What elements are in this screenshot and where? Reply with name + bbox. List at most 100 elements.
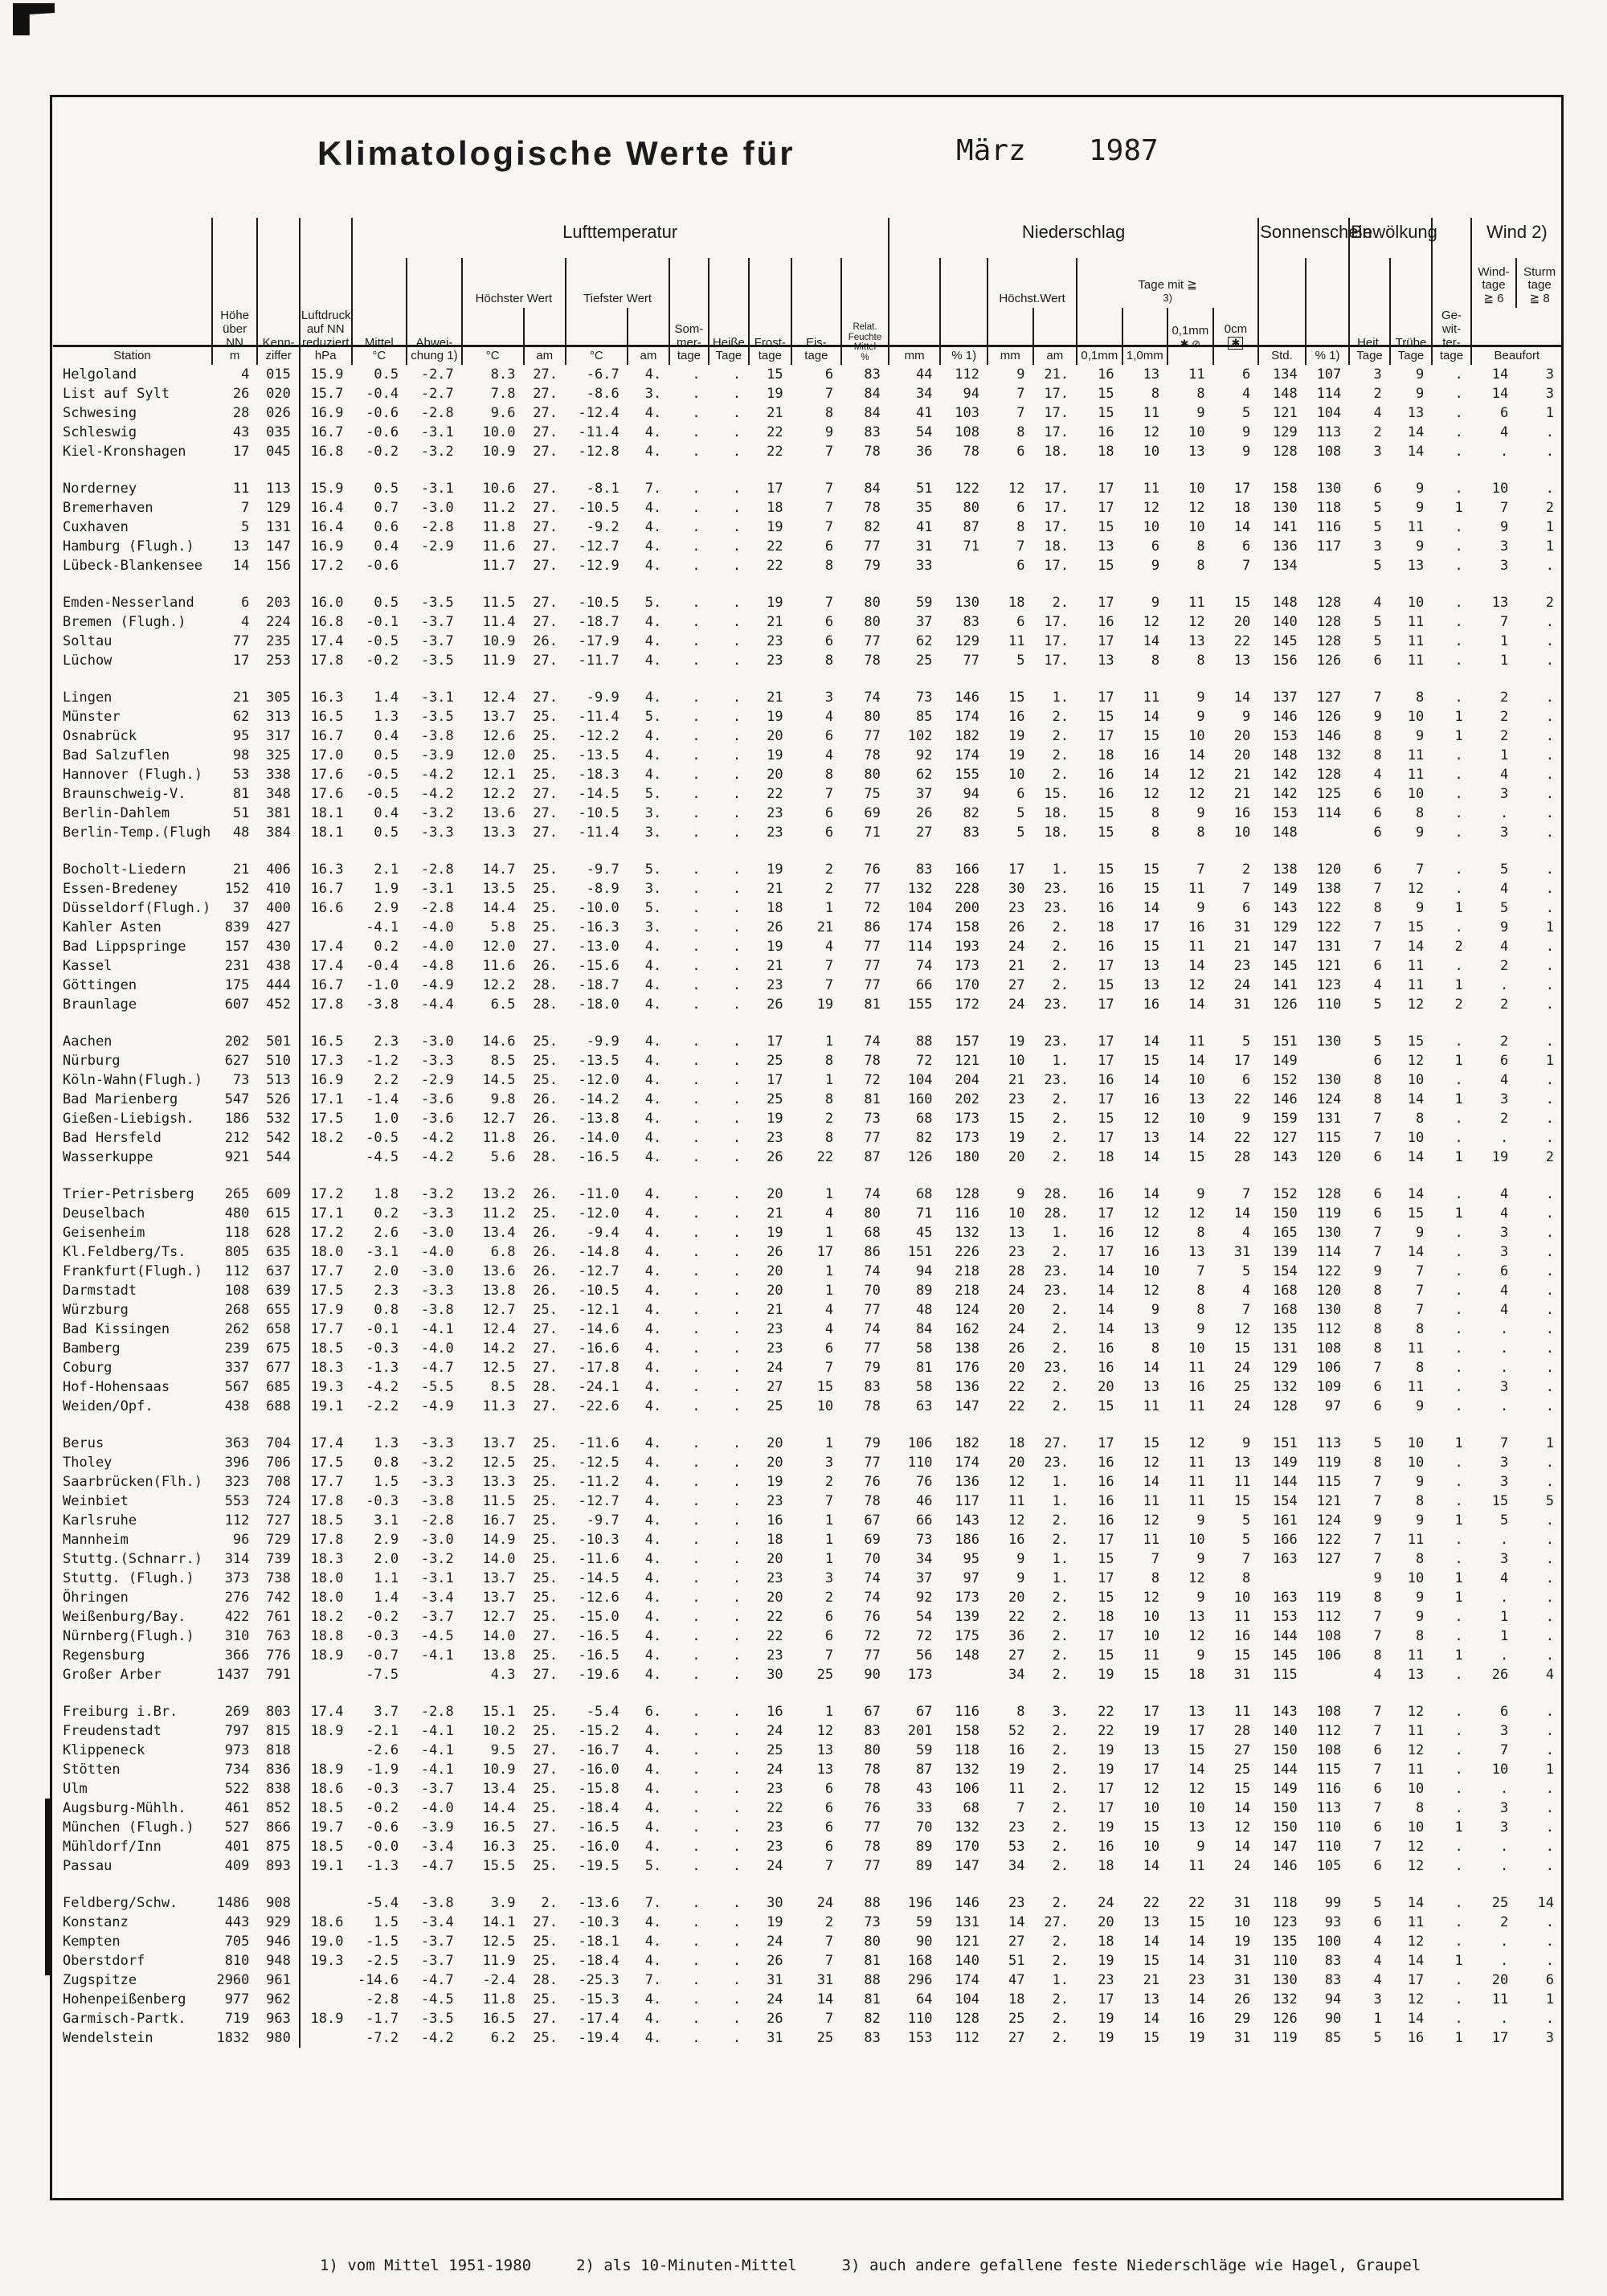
cell-hwam: 2. — [1052, 709, 1069, 726]
cell-hwmm: 6 — [1016, 786, 1025, 803]
cell-frost: 30 — [767, 1895, 783, 1912]
cell-spct: 116 — [1316, 1781, 1342, 1798]
cell-t01s: 13 — [1188, 1819, 1205, 1836]
cell-station: Bad Kissingen — [63, 1321, 170, 1338]
cell-minam: 7. — [644, 1972, 662, 1989]
cell-std: 163 — [1273, 1551, 1298, 1568]
cell-wind6: 3 — [1499, 1091, 1509, 1108]
cell-spct: 115 — [1316, 1762, 1342, 1778]
col-header-eistage: Eis- tage — [790, 258, 842, 366]
cell-hwmm: 20 — [1008, 1590, 1025, 1606]
cell-t10: 8 — [1151, 825, 1160, 841]
cell-maxam: 26. — [533, 1225, 558, 1242]
cell-t01: 15 — [1098, 558, 1114, 575]
cell-trueb: 14 — [1407, 1244, 1425, 1261]
cell-feucht: 83 — [864, 1379, 881, 1396]
sub-header-schneedecke: 0cm ✱ — [1212, 308, 1259, 366]
table-row: Würzburg 268 655 17.9 0.8 -3.8 12.7 25. -12.1 4..… — [53, 1300, 1562, 1320]
table-row: Cuxhaven 5 131 16.4 0.6 -2.8 11.8 27. -9.2 4... 19… — [53, 518, 1562, 538]
cell-druck: 19.7 — [298, 1818, 352, 1838]
cell-t01: 17 — [1098, 997, 1114, 1013]
cell-t10: 13 — [1143, 1130, 1160, 1147]
cell-t10: 12 — [1143, 500, 1160, 517]
cell-druck: 18.2 — [298, 1607, 352, 1627]
cell-wind6: 3 — [1499, 538, 1509, 555]
cell-sturm8: . — [1545, 709, 1554, 726]
cell-heiss: . — [732, 1244, 742, 1261]
cell-station: Schwesing — [63, 405, 137, 422]
cell-frost: 17 — [767, 1072, 783, 1089]
cell-t0cm: 6 — [1241, 366, 1251, 383]
table-row: Frankfurt(Flugh.) 112 637 17.7 2.0 -3.0 13.6 26… — [53, 1262, 1562, 1282]
cell-druck: 18.5 — [298, 1339, 352, 1359]
cell-minc: -9.4 — [586, 1225, 619, 1242]
cell-hwam: 1. — [1052, 1474, 1069, 1491]
table-row: Düsseldorf(Flugh.) 37 400 16.6 2.9 -2.8 14.4 25… — [53, 898, 1562, 919]
cell-druck: 18.3 — [298, 1549, 352, 1570]
cell-feucht: 74 — [864, 1263, 881, 1280]
cell-t01s: 12 — [1188, 1628, 1205, 1645]
cell-spct: 128 — [1316, 767, 1342, 784]
cell-hoehe: 43 — [232, 424, 250, 441]
cell-std: 146 — [1273, 709, 1298, 726]
cell-hoehe: 607 — [224, 997, 250, 1013]
cell-minc: -17.8 — [578, 1360, 619, 1377]
cell-kenn: 677 — [266, 1360, 291, 1377]
cell-hoehe: 48 — [232, 825, 250, 841]
cell-maxam: 25. — [533, 1302, 558, 1319]
cell-station: Mühldorf/Inn — [63, 1839, 162, 1856]
cell-maxc: 12.7 — [482, 1302, 516, 1319]
cell-hwam: 23. — [1044, 1033, 1069, 1050]
cell-t0cm: 10 — [1233, 1590, 1251, 1606]
cell-t01s: 14 — [1188, 1934, 1205, 1950]
cell-hwmm: 24 — [1008, 997, 1025, 1013]
cell-maxam: 25. — [533, 1205, 558, 1222]
cell-hoehe: 337 — [224, 1360, 250, 1377]
cell-trueb: 12 — [1407, 1053, 1425, 1070]
cell-frost: 23 — [767, 1340, 783, 1357]
cell-t10: 13 — [1143, 977, 1160, 994]
cell-maxc: 13.6 — [482, 805, 516, 822]
cell-frost: 19 — [767, 1914, 783, 1931]
cell-kenn: 658 — [266, 1321, 291, 1338]
cell-trueb: 8 — [1416, 1360, 1425, 1377]
cell-minam: 3. — [644, 386, 662, 403]
cell-feucht: 72 — [864, 900, 881, 917]
cell-std: 158 — [1273, 481, 1298, 497]
cell-frost: 23 — [767, 1130, 783, 1147]
cell-minc: -22.6 — [578, 1398, 619, 1415]
cell-som: . — [692, 424, 701, 441]
cell-abw: -2.9 — [420, 538, 454, 555]
cell-minc: -8.1 — [586, 481, 619, 497]
cell-gew: 1 — [1454, 1570, 1463, 1587]
cell-som: . — [692, 2011, 701, 2028]
cell-hwmm: 23 — [1008, 1819, 1025, 1836]
cell-heit: 7 — [1373, 881, 1382, 898]
cell-mittel: -0.6 — [366, 424, 399, 441]
cell-std: 129 — [1273, 1360, 1298, 1377]
cell-mittel: 0.2 — [374, 1205, 399, 1222]
cell-mittel: 0.4 — [374, 538, 399, 555]
cell-hwam: 23. — [1044, 1455, 1069, 1471]
cell-wind6: 3 — [1499, 1723, 1509, 1740]
cell-som: . — [692, 1091, 701, 1108]
cell-mittel: 0.4 — [374, 728, 399, 745]
cell-mm: 64 — [915, 1991, 933, 2008]
station-block-9: Freiburg i.Br. 269 803 17.4 3.7 -2.8 15.1 25. -5… — [53, 1684, 1562, 1876]
cell-minc: -12.2 — [578, 728, 619, 745]
cell-heiss: . — [732, 1053, 742, 1070]
cell-feucht: 80 — [864, 595, 881, 612]
cell-pct: 202 — [955, 1091, 979, 1108]
cell-hwam: 2. — [1052, 728, 1069, 745]
cell-std: 137 — [1273, 690, 1298, 706]
cell-t10: 6 — [1151, 538, 1160, 555]
cell-mittel: -0.5 — [366, 1130, 399, 1147]
cell-sturm8: . — [1545, 786, 1554, 803]
cell-minam: 5. — [644, 1858, 662, 1875]
cell-heit: 5 — [1373, 1033, 1382, 1050]
cell-hwmm: 24 — [1008, 1283, 1025, 1299]
cell-t10: 8 — [1151, 386, 1160, 403]
cell-sturm8: . — [1545, 1551, 1554, 1568]
cell-mm: 37 — [915, 614, 933, 631]
cell-mm: 59 — [915, 1742, 933, 1759]
